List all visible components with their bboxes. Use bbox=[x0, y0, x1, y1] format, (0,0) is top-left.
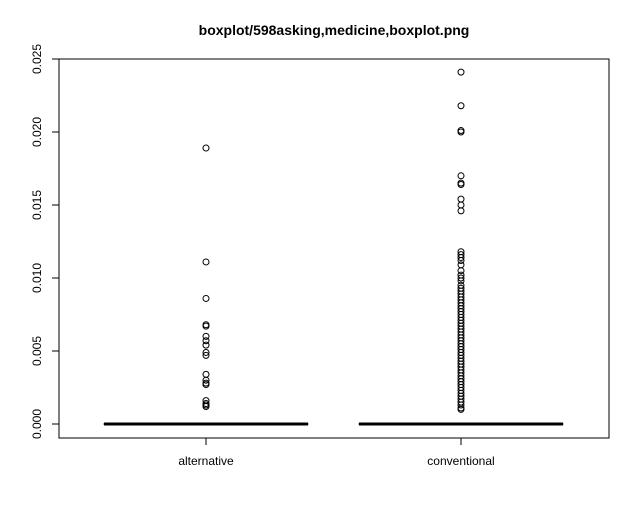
outlier-point bbox=[202, 332, 210, 340]
outlier-point bbox=[202, 294, 210, 302]
outlier-point bbox=[457, 256, 465, 264]
outlier-point bbox=[457, 401, 465, 409]
outlier-point bbox=[457, 68, 465, 76]
outlier-point bbox=[457, 405, 465, 413]
outliers-layer bbox=[202, 68, 465, 413]
plot-frame bbox=[58, 58, 610, 439]
outlier-point bbox=[202, 348, 210, 356]
x-tick-label: alternative bbox=[178, 454, 234, 468]
outlier-point bbox=[457, 201, 465, 209]
outlier-point bbox=[457, 274, 465, 282]
outlier-point bbox=[202, 351, 210, 359]
outlier-point bbox=[202, 144, 210, 152]
y-tick-label: 0.005 bbox=[30, 336, 44, 366]
outlier-point bbox=[457, 195, 465, 203]
outlier-point bbox=[457, 172, 465, 180]
outlier-point bbox=[457, 181, 465, 189]
outlier-point bbox=[457, 102, 465, 110]
x-axis: alternative conventional bbox=[178, 438, 495, 468]
outlier-point bbox=[457, 267, 465, 275]
outlier-point bbox=[457, 277, 465, 285]
y-tick-label: 0.010 bbox=[30, 263, 44, 293]
y-axis: 0.000 0.005 0.010 0.015 0.020 0.025 bbox=[30, 44, 60, 439]
outlier-point bbox=[202, 337, 210, 345]
y-tick-label: 0.025 bbox=[30, 44, 44, 74]
outlier-point bbox=[202, 258, 210, 266]
outlier-point bbox=[202, 341, 210, 349]
outlier-point bbox=[457, 207, 465, 215]
outlier-point bbox=[457, 128, 465, 136]
y-tick-label: 0.020 bbox=[30, 117, 44, 147]
y-tick-label: 0.015 bbox=[30, 190, 44, 220]
y-tick-label: 0.000 bbox=[30, 409, 44, 439]
outlier-point bbox=[202, 376, 210, 384]
x-tick-label: conventional bbox=[427, 454, 494, 468]
outlier-point bbox=[202, 402, 210, 410]
outlier-point bbox=[202, 370, 210, 378]
outlier-point bbox=[202, 322, 210, 330]
outlier-point bbox=[457, 261, 465, 269]
outlier-point bbox=[457, 254, 465, 262]
chart-title: boxplot/598asking,medicine,boxplot.png bbox=[199, 22, 470, 38]
outlier-point bbox=[202, 381, 210, 389]
